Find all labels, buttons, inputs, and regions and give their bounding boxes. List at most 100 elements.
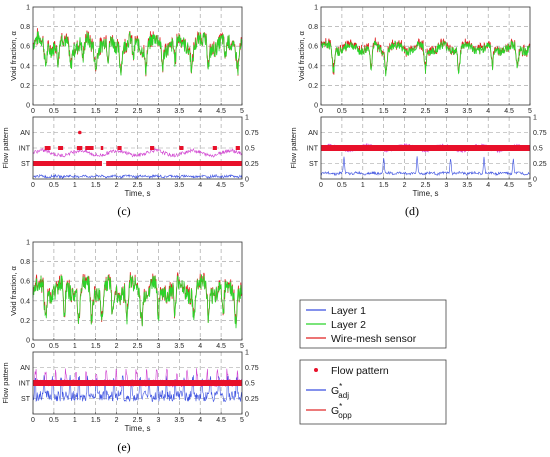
x-tick-label: 2.5 — [421, 108, 431, 115]
x-tick-label: 1.5 — [379, 108, 389, 115]
x-tick-label: 0.5 — [49, 343, 59, 350]
series-g-adj — [32, 173, 243, 180]
x-tick-label: 3.5 — [174, 417, 184, 424]
x-tick-label: 4.5 — [216, 108, 226, 115]
x-tick-label: 4 — [198, 343, 202, 350]
x-tick-label: 2 — [115, 343, 119, 350]
x-tick-label: 1.5 — [91, 108, 101, 115]
pattern-tick-label: INT — [307, 146, 319, 153]
pattern-int-segment — [33, 380, 242, 386]
pattern-int-segment — [44, 146, 51, 150]
series-layer-2 — [320, 40, 531, 77]
right-tick-label: 0.75 — [245, 130, 259, 137]
axes-frame — [32, 241, 243, 341]
y-tick-label: 0.8 — [308, 24, 318, 31]
pattern-int-segment — [117, 146, 122, 150]
x-tick-label: 4 — [486, 108, 490, 115]
legend-sup: * — [339, 402, 342, 411]
x-tick-label: 1 — [361, 108, 365, 115]
axes-frame — [32, 6, 243, 106]
x-tick-label: 0 — [319, 108, 323, 115]
pattern-st-segment — [33, 161, 102, 166]
x-tick-label: 0 — [31, 343, 35, 350]
legend-label: Flow pattern — [331, 365, 389, 377]
pattern-int-segment — [321, 145, 530, 151]
pattern-tick-label: ST — [21, 161, 31, 168]
y-tick-label: 0 — [314, 103, 318, 110]
x-tick-label: 0 — [31, 182, 35, 189]
x-tick-label: 3 — [444, 108, 448, 115]
x-tick-label: 1.5 — [91, 417, 101, 424]
y-tick-label: 0.2 — [20, 318, 30, 325]
x-tick-label: 3.5 — [174, 343, 184, 350]
right-tick-label: 1 — [245, 350, 249, 357]
x-tick-label: 2.5 — [133, 182, 143, 189]
x-tick-label: 2 — [115, 108, 119, 115]
right-tick-label: 0.5 — [533, 146, 543, 153]
x-tick-label: 0 — [31, 417, 35, 424]
x-tick-label: 2.5 — [133, 108, 143, 115]
pattern-tick-label: ST — [309, 161, 319, 168]
x-tick-label: 3 — [156, 182, 160, 189]
right-tick-label: 0.75 — [245, 365, 259, 372]
right-tick-label: 1 — [533, 115, 537, 122]
pattern-tick-label: ST — [21, 396, 31, 403]
y-tick-label: 0 — [26, 338, 30, 345]
x-tick-label: 1 — [361, 182, 365, 189]
y-axis-label: Void fraction, α — [9, 30, 18, 80]
y-tick-label: 0.4 — [20, 298, 30, 305]
pattern-int-segment — [100, 146, 104, 150]
y-axis-label: Flow pattern — [289, 127, 298, 168]
x-tick-label: 0 — [319, 182, 323, 189]
axes-frame — [32, 351, 243, 415]
series-layer-2 — [32, 274, 243, 329]
x-tick-label: 2.5 — [421, 182, 431, 189]
y-tick-label: 1 — [26, 240, 30, 247]
y-tick-label: 0.4 — [20, 63, 30, 70]
right-tick-label: 0.25 — [245, 161, 259, 168]
legend-sup: * — [339, 382, 342, 391]
x-tick-label: 5 — [240, 182, 244, 189]
y-tick-label: 0.4 — [308, 63, 318, 70]
x-tick-label: 4.5 — [216, 343, 226, 350]
legend-layers: Layer 1 Layer 2 Wire-mesh sensor — [299, 299, 447, 349]
y-tick-label: 0.6 — [20, 44, 30, 51]
y-tick-label: 1 — [314, 5, 318, 12]
right-tick-label: 0.25 — [533, 161, 547, 168]
right-tick-label: 1 — [245, 115, 249, 122]
series-g-adj — [32, 374, 243, 403]
legend-label: Layer 2 — [331, 319, 366, 331]
series-g-opp — [32, 148, 243, 158]
x-tick-label: 4 — [198, 182, 202, 189]
series-g-adj — [320, 156, 530, 177]
x-tick-label: 2.5 — [133, 343, 143, 350]
axes-frame — [32, 116, 243, 180]
legend-sub: opp — [338, 411, 352, 420]
x-tick-label: 2 — [403, 108, 407, 115]
legend-label: Wire-mesh sensor — [331, 333, 417, 345]
y-axis-label: Void fraction, α — [9, 265, 18, 315]
x-tick-label: 5 — [528, 108, 532, 115]
caption-c: (c) — [117, 204, 130, 218]
panel-c-pattern: 0 0.5 1 1.5 2 2.5 3 3.5 4 4.5 5 AN INT ST 0 0.25 0.5 0.75… — [1, 115, 259, 199]
pattern-int-segment — [76, 146, 83, 150]
right-tick-label: 0.5 — [245, 146, 255, 153]
caption-d: (d) — [405, 204, 419, 218]
y-tick-label: 0 — [26, 103, 30, 110]
x-tick-label: 2 — [403, 182, 407, 189]
pattern-int-segment — [85, 146, 94, 150]
y-axis-label: Void fraction, α — [297, 30, 306, 80]
x-axis-label: Time, s — [413, 189, 439, 198]
x-tick-label: 4 — [486, 182, 490, 189]
y-tick-label: 0.6 — [308, 44, 318, 51]
panels-layer: 0 0.2 0.4 0.6 0.8 1 0 0.5 1 1.5 2 2.5 3 3.5 4 4.5 5 Void … — [1, 5, 547, 434]
right-tick-label: 0 — [245, 412, 249, 419]
x-tick-label: 5 — [528, 182, 532, 189]
legend-sub: adj — [338, 391, 349, 400]
y-tick-label: 0.2 — [20, 83, 30, 90]
pattern-tick-label: INT — [19, 381, 31, 388]
x-tick-label: 3 — [156, 343, 160, 350]
y-tick-label: 0.2 — [308, 83, 318, 90]
pattern-int-segment — [235, 146, 240, 150]
